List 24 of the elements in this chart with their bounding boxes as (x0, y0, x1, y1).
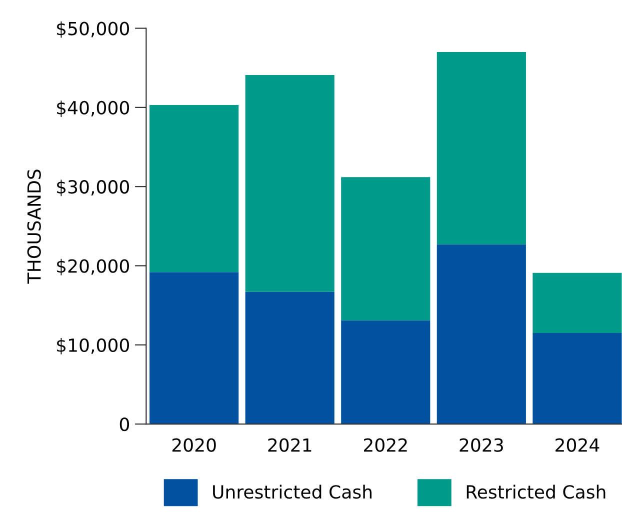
x-tick-label: 2024 (556, 438, 600, 452)
y-tick-label: $10,000 (57, 338, 129, 354)
bar (150, 272, 239, 424)
y-tick-label: 0 (120, 418, 129, 432)
legend-label: Unrestricted Cash (213, 484, 372, 499)
bar (150, 105, 239, 272)
x-tick-label: 2021 (268, 438, 312, 452)
x-tick-label: 2020 (172, 438, 216, 452)
y-tick-label: $30,000 (57, 180, 129, 196)
bar (245, 74, 334, 292)
bar (532, 272, 622, 334)
bar (245, 292, 334, 424)
bar (436, 52, 526, 244)
x-tick-label: 2022 (364, 438, 407, 452)
y-tick-label: $50,000 (57, 21, 129, 38)
bar (532, 333, 622, 424)
y-tick-label: $20,000 (57, 258, 129, 276)
bar (341, 320, 430, 424)
legend-label: Restricted Cash (466, 484, 606, 499)
y-tick-label: $40,000 (57, 100, 129, 117)
y-axis-title: THOUSANDS (27, 170, 41, 284)
x-tick-label: 2023 (460, 438, 503, 452)
bar (436, 244, 526, 424)
bar (341, 177, 430, 320)
